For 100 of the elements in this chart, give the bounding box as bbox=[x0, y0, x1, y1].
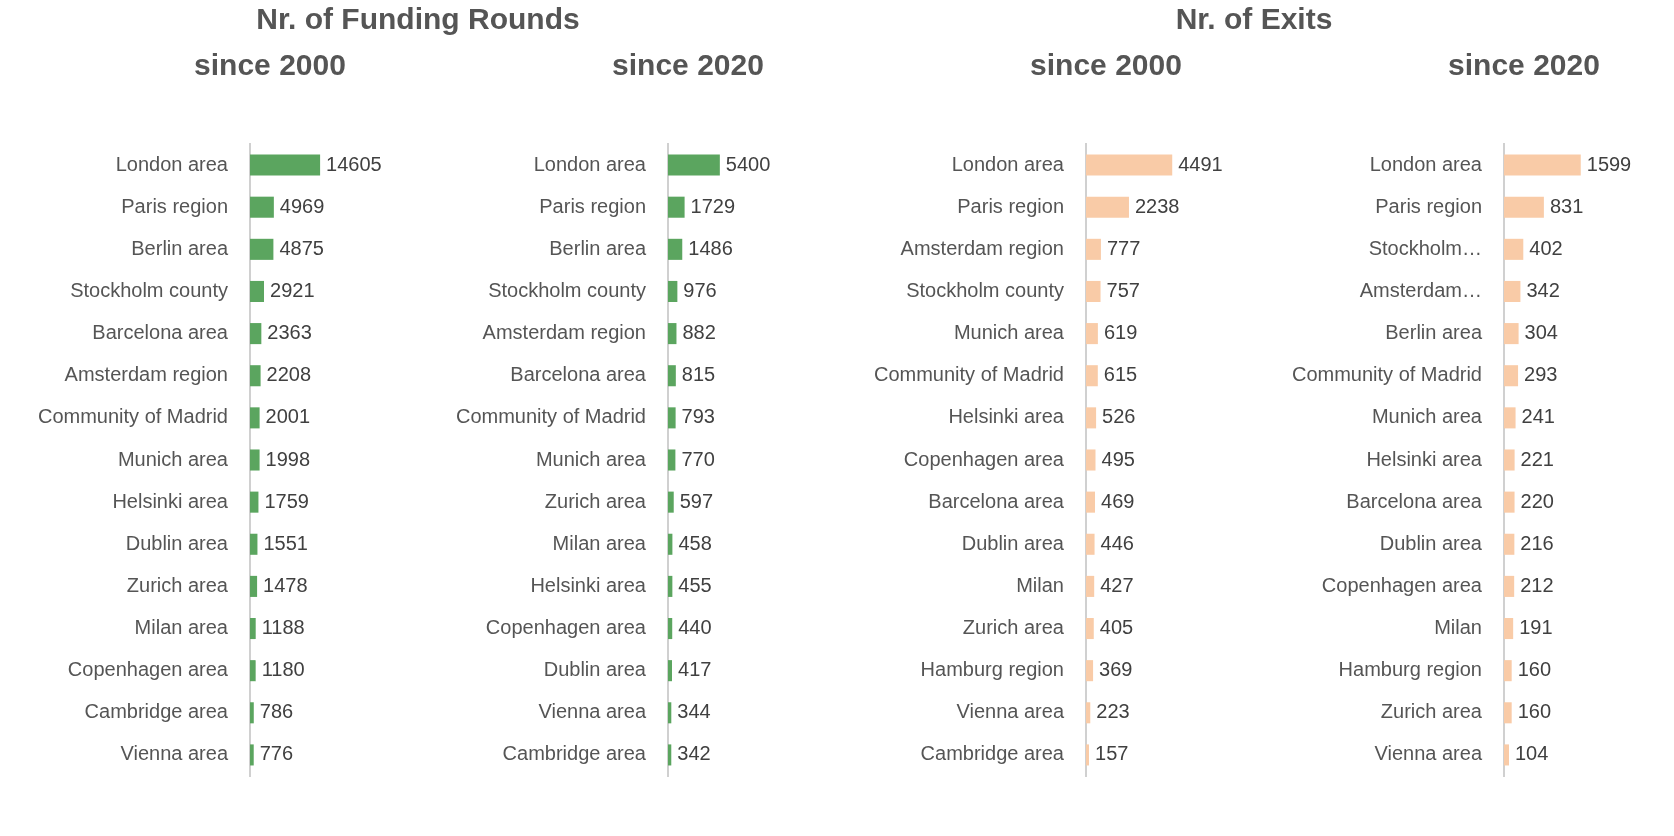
bar bbox=[668, 533, 673, 555]
data-label: 770 bbox=[681, 447, 715, 470]
data-label: 220 bbox=[1520, 489, 1554, 512]
y-tick-label: Helsinki area bbox=[1366, 447, 1483, 470]
y-tick-label: Helsinki area bbox=[530, 573, 647, 596]
bar bbox=[1504, 618, 1514, 640]
y-tick-label: Barcelona area bbox=[1346, 489, 1483, 512]
bar bbox=[668, 702, 672, 724]
y-tick-label: Berlin area bbox=[549, 236, 647, 259]
y-tick-label: London area bbox=[951, 152, 1065, 175]
data-label: 882 bbox=[682, 321, 716, 344]
y-tick-label: Community of Madrid bbox=[37, 405, 228, 428]
data-label: 2921 bbox=[270, 278, 315, 301]
data-label: 417 bbox=[678, 658, 712, 681]
y-tick-label: Paris region bbox=[1375, 194, 1482, 217]
data-label: 1478 bbox=[263, 573, 308, 596]
y-tick-label: Copenhagen area bbox=[903, 447, 1065, 470]
data-label: 402 bbox=[1529, 236, 1563, 259]
bar bbox=[1086, 660, 1094, 682]
bar bbox=[250, 365, 261, 387]
bar bbox=[1086, 575, 1095, 597]
bar bbox=[250, 196, 274, 218]
y-tick-label: Stockholm county bbox=[906, 278, 1064, 301]
y-tick-label: Copenhagen area bbox=[485, 616, 647, 639]
data-label: 344 bbox=[677, 700, 711, 723]
bar bbox=[1504, 238, 1524, 260]
bar bbox=[1504, 660, 1512, 682]
bar bbox=[668, 365, 676, 387]
data-label: 793 bbox=[681, 405, 715, 428]
y-tick-label: Stockholm county bbox=[70, 278, 228, 301]
y-tick-label: Helsinki area bbox=[112, 489, 229, 512]
y-tick-label: Munich area bbox=[535, 447, 647, 470]
bar bbox=[1086, 323, 1098, 345]
bar bbox=[1504, 323, 1519, 345]
data-label: 1759 bbox=[264, 489, 309, 512]
bar bbox=[668, 660, 672, 682]
data-label: 160 bbox=[1517, 658, 1552, 681]
bar bbox=[250, 323, 262, 345]
data-label: 216 bbox=[1520, 531, 1554, 554]
data-label: 4875 bbox=[279, 236, 324, 259]
text: Nr. of Funding Rounds bbox=[255, 2, 581, 36]
y-tick-label: Vienna area bbox=[956, 700, 1065, 723]
bar bbox=[250, 660, 256, 682]
chart-subtitle: since 2000 bbox=[1029, 48, 1183, 82]
y-tick-label: Vienna area bbox=[1374, 742, 1483, 765]
y-tick-label: Stockholm… bbox=[1368, 236, 1482, 259]
bar bbox=[1086, 407, 1097, 429]
bar bbox=[250, 407, 260, 429]
y-tick-label: Stockholm county bbox=[488, 278, 646, 301]
data-label: 4491 bbox=[1178, 152, 1223, 175]
data-label: 615 bbox=[1103, 363, 1138, 386]
data-label: 1729 bbox=[690, 194, 736, 217]
y-tick-label: Community of Madrid bbox=[1291, 363, 1482, 386]
data-label: 212 bbox=[1520, 573, 1554, 596]
data-label: 458 bbox=[678, 531, 712, 554]
y-tick-label: Amsterdam… bbox=[1359, 278, 1482, 301]
data-label: 815 bbox=[681, 363, 716, 386]
bar bbox=[668, 196, 685, 218]
bar bbox=[1086, 491, 1096, 513]
y-tick-label: London area bbox=[115, 152, 229, 175]
bar bbox=[1504, 491, 1515, 513]
bar bbox=[668, 744, 672, 766]
y-tick-label: Cambridge area bbox=[84, 700, 229, 723]
bar bbox=[668, 280, 678, 302]
bar bbox=[668, 618, 673, 640]
data-label: 157 bbox=[1095, 742, 1129, 765]
y-tick-label: Dublin area bbox=[543, 658, 647, 681]
chart-subtitle: since 2020 bbox=[1447, 48, 1601, 82]
y-tick-label: Milan area bbox=[552, 531, 647, 554]
data-label: 446 bbox=[1100, 531, 1134, 554]
data-label: 241 bbox=[1521, 405, 1555, 428]
bar bbox=[1086, 744, 1090, 766]
y-tick-label: Dublin area bbox=[961, 531, 1065, 554]
bar bbox=[1086, 533, 1095, 555]
y-tick-label: Vienna area bbox=[120, 742, 229, 765]
y-tick-label: Zurich area bbox=[126, 573, 229, 596]
y-tick-label: Amsterdam region bbox=[64, 363, 228, 386]
y-tick-label: Zurich area bbox=[1380, 700, 1483, 723]
bar bbox=[250, 744, 254, 766]
bar bbox=[250, 702, 254, 724]
y-tick-label: Dublin area bbox=[1379, 531, 1483, 554]
y-tick-label: London area bbox=[1369, 152, 1483, 175]
data-label: 1998 bbox=[265, 447, 311, 470]
data-label: 2363 bbox=[267, 321, 312, 344]
data-label: 342 bbox=[677, 742, 711, 765]
data-label: 455 bbox=[678, 573, 712, 596]
y-tick-label: Amsterdam region bbox=[482, 321, 646, 344]
y-tick-label: Cambridge area bbox=[920, 742, 1065, 765]
bar bbox=[1504, 280, 1521, 302]
y-tick-label: Munich area bbox=[1371, 405, 1483, 428]
y-tick-label: Milan area bbox=[134, 616, 229, 639]
y-tick-label: Helsinki area bbox=[948, 405, 1065, 428]
y-tick-label: Barcelona area bbox=[92, 321, 229, 344]
data-label: 526 bbox=[1102, 405, 1136, 428]
bar bbox=[668, 449, 676, 471]
data-label: 1599 bbox=[1586, 152, 1632, 175]
bar bbox=[1504, 365, 1519, 387]
data-label: 1188 bbox=[261, 616, 305, 639]
data-label: 369 bbox=[1099, 658, 1133, 681]
bar bbox=[250, 154, 321, 176]
